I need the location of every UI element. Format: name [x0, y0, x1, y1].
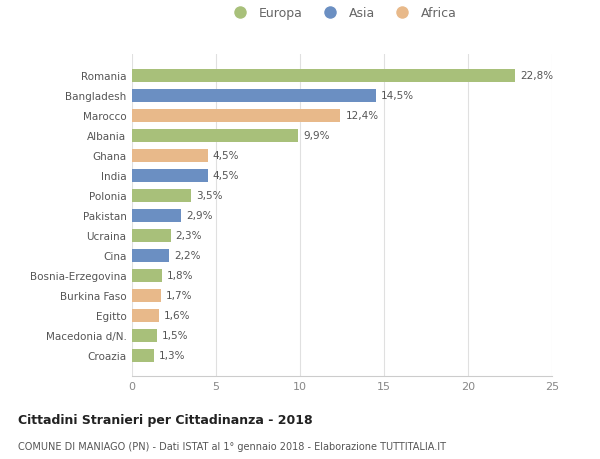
- Bar: [132, 249, 169, 262]
- Bar: [132, 169, 208, 182]
- Bar: [132, 329, 157, 342]
- Legend: Europa, Asia, Africa: Europa, Asia, Africa: [223, 4, 461, 24]
- Text: 1,8%: 1,8%: [167, 270, 194, 280]
- Text: 1,3%: 1,3%: [159, 350, 185, 360]
- Bar: [132, 209, 181, 222]
- Text: 12,4%: 12,4%: [346, 111, 379, 121]
- Bar: [132, 90, 376, 102]
- Text: 1,5%: 1,5%: [162, 330, 189, 340]
- Bar: [132, 269, 162, 282]
- Bar: [132, 70, 515, 83]
- Text: 14,5%: 14,5%: [380, 91, 414, 101]
- Bar: [132, 229, 170, 242]
- Text: 2,3%: 2,3%: [176, 231, 202, 241]
- Text: 22,8%: 22,8%: [520, 71, 553, 81]
- Bar: [132, 349, 154, 362]
- Text: Cittadini Stranieri per Cittadinanza - 2018: Cittadini Stranieri per Cittadinanza - 2…: [18, 413, 313, 426]
- Text: 4,5%: 4,5%: [212, 171, 239, 181]
- Text: 1,6%: 1,6%: [164, 310, 190, 320]
- Text: 1,7%: 1,7%: [166, 291, 192, 301]
- Text: 2,2%: 2,2%: [174, 251, 200, 261]
- Text: 9,9%: 9,9%: [304, 131, 330, 141]
- Text: 2,9%: 2,9%: [186, 211, 212, 221]
- Bar: [132, 129, 298, 142]
- Bar: [132, 309, 159, 322]
- Text: 4,5%: 4,5%: [212, 151, 239, 161]
- Bar: [132, 110, 340, 123]
- Bar: [132, 289, 161, 302]
- Text: 3,5%: 3,5%: [196, 191, 223, 201]
- Bar: [132, 189, 191, 202]
- Bar: [132, 150, 208, 162]
- Text: COMUNE DI MANIAGO (PN) - Dati ISTAT al 1° gennaio 2018 - Elaborazione TUTTITALIA: COMUNE DI MANIAGO (PN) - Dati ISTAT al 1…: [18, 441, 446, 451]
